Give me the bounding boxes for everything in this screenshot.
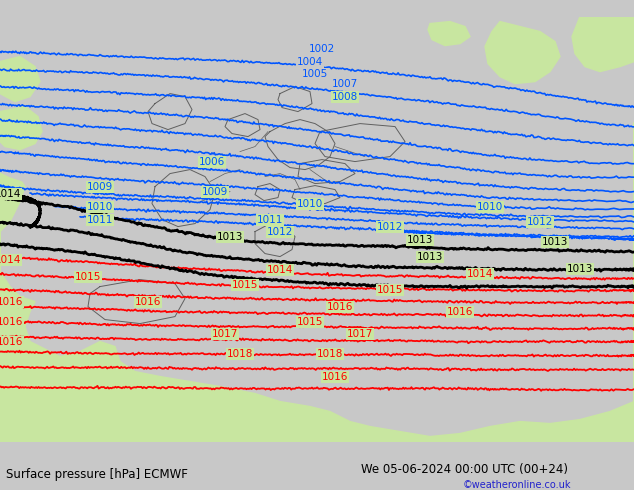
Polygon shape	[572, 17, 634, 72]
Text: 1007: 1007	[332, 78, 358, 89]
Text: 1002: 1002	[309, 44, 335, 53]
Text: 1014: 1014	[0, 189, 21, 198]
Text: 1017: 1017	[347, 329, 373, 339]
Text: 1016: 1016	[135, 296, 161, 307]
Text: 1013: 1013	[217, 232, 243, 242]
Text: 1008: 1008	[332, 92, 358, 101]
Text: 1015: 1015	[377, 285, 403, 294]
Text: 1015: 1015	[297, 317, 323, 326]
Text: 1016: 1016	[447, 307, 473, 317]
Text: 1011: 1011	[257, 215, 283, 224]
Text: 1017: 1017	[212, 329, 238, 339]
Text: 1010: 1010	[477, 201, 503, 212]
Polygon shape	[0, 17, 634, 441]
Text: 1014: 1014	[467, 269, 493, 279]
Text: 1014: 1014	[267, 265, 293, 274]
Text: 1018: 1018	[227, 348, 253, 359]
Text: 1012: 1012	[527, 217, 553, 226]
Polygon shape	[428, 22, 470, 46]
Text: 1016: 1016	[327, 301, 353, 312]
Polygon shape	[0, 17, 634, 207]
Text: 1012: 1012	[267, 226, 293, 237]
Text: 1013: 1013	[417, 251, 443, 262]
Text: 1016: 1016	[0, 296, 23, 307]
Polygon shape	[485, 22, 560, 84]
Text: Surface pressure [hPa] ECMWF: Surface pressure [hPa] ECMWF	[6, 467, 188, 481]
Text: 1015: 1015	[232, 280, 258, 290]
Text: 1012: 1012	[377, 221, 403, 232]
Text: ©weatheronline.co.uk: ©weatheronline.co.uk	[463, 480, 571, 490]
Text: We 05-06-2024 00:00 UTC (00+24): We 05-06-2024 00:00 UTC (00+24)	[361, 463, 568, 476]
Text: 1010: 1010	[297, 198, 323, 209]
Polygon shape	[0, 107, 42, 149]
Text: 1016: 1016	[0, 337, 23, 346]
Text: 1013: 1013	[407, 235, 433, 245]
Text: 1005: 1005	[302, 69, 328, 78]
Text: 1013: 1013	[542, 237, 568, 246]
Text: 1015: 1015	[75, 271, 101, 282]
Text: 1016: 1016	[0, 317, 23, 326]
Text: 1018: 1018	[317, 348, 343, 359]
Text: 1009: 1009	[202, 187, 228, 196]
Text: 1004: 1004	[297, 56, 323, 67]
Text: 1009: 1009	[87, 182, 113, 192]
Text: 1014: 1014	[0, 255, 21, 265]
Text: 1016: 1016	[322, 371, 348, 382]
Text: 1006: 1006	[199, 157, 225, 167]
Text: 1010: 1010	[87, 201, 113, 212]
Text: 1011: 1011	[87, 215, 113, 224]
Text: 1013: 1013	[567, 264, 593, 273]
Polygon shape	[0, 56, 40, 101]
